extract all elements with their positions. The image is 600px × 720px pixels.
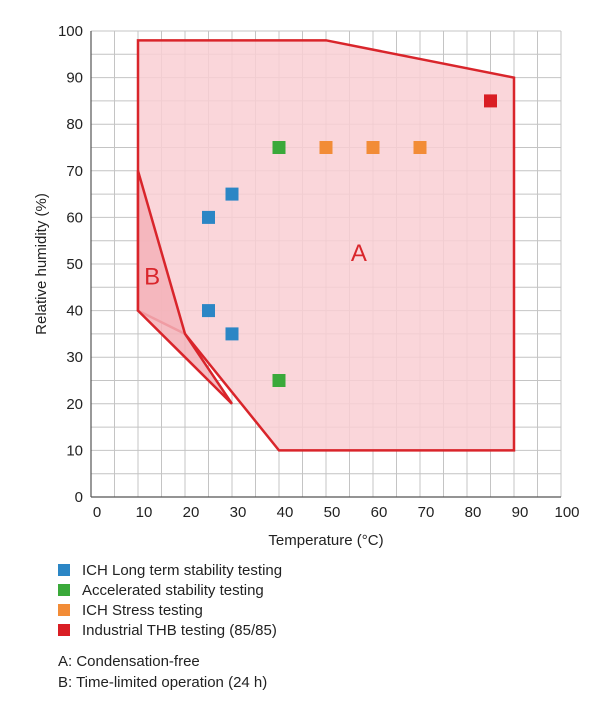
data-point xyxy=(272,141,286,154)
y-axis-title: Relative humidity (%) xyxy=(33,193,50,335)
x-tick-label: 30 xyxy=(230,504,247,521)
x-tick-label: 60 xyxy=(371,504,388,521)
x-tick-label: 100 xyxy=(554,504,579,521)
y-tick-label: 70 xyxy=(66,163,83,180)
note-region-a: A: Condensation-free xyxy=(58,653,200,670)
data-point xyxy=(484,94,497,108)
x-tick-label: 10 xyxy=(136,504,153,521)
legend-swatch-thb xyxy=(58,624,70,636)
legend-label-long-term: ICH Long term stability testing xyxy=(82,561,283,579)
y-tick-label: 50 xyxy=(66,256,83,273)
region-b xyxy=(136,170,234,405)
y-tick-label: 0 xyxy=(75,489,83,506)
x-tick-label: 20 xyxy=(183,504,200,521)
chart-svg: AB 0 10 20 30 40 50 60 70 80 90 100010203040506070… xyxy=(33,23,580,549)
x-tick-label: 40 xyxy=(277,504,294,521)
region-label-b: B xyxy=(144,263,160,290)
legend: ICH Long term stability testing Accelera… xyxy=(58,560,578,640)
data-points xyxy=(202,94,497,387)
x-tick-label: 80 xyxy=(465,504,482,521)
region-notes: A: Condensation-free B: Time-limited ope… xyxy=(58,651,578,693)
data-point xyxy=(413,141,427,154)
y-tick-label: 40 xyxy=(66,303,83,320)
x-tick-label: 70 xyxy=(418,504,435,521)
legend-item-stress: ICH Stress testing xyxy=(58,600,578,620)
data-point xyxy=(202,304,215,318)
y-tick-label: 60 xyxy=(66,209,83,226)
data-point xyxy=(272,374,286,387)
data-point xyxy=(225,187,239,201)
regions: AB xyxy=(136,39,516,452)
y-tick-label: 100 xyxy=(58,23,83,40)
y-tick-label: 30 xyxy=(66,349,83,366)
legend-label-stress: ICH Stress testing xyxy=(82,601,203,619)
note-region-b: B: Time-limited operation (24 h) xyxy=(58,674,268,691)
x-tick-label: 50 xyxy=(324,504,341,521)
y-tick-label: 80 xyxy=(66,116,83,133)
legend-label-accelerated: Accelerated stability testing xyxy=(82,581,264,599)
y-tick-label: 10 xyxy=(66,442,83,459)
data-point xyxy=(366,141,380,154)
data-point xyxy=(319,141,333,154)
region-label-a: A xyxy=(351,240,367,267)
x-axis-title: Temperature (°C) xyxy=(268,532,383,549)
legend-item-thb: Industrial THB testing (85/85) xyxy=(58,620,578,640)
legend-swatch-long-term xyxy=(58,564,70,576)
data-point xyxy=(225,327,239,341)
legend-item-long-term: ICH Long term stability testing xyxy=(58,560,578,580)
legend-label-thb: Industrial THB testing (85/85) xyxy=(82,621,277,639)
region-a xyxy=(136,39,516,452)
legend-item-accelerated: Accelerated stability testing xyxy=(58,580,578,600)
axes: 0 10 20 30 40 50 60 70 80 90 100 0 10 20 30 40 50 60 70 80 9… xyxy=(58,23,580,521)
y-tick-label: 20 xyxy=(66,396,83,413)
x-tick-label: 0 xyxy=(93,504,101,521)
y-tick-label: 90 xyxy=(66,70,83,87)
data-point xyxy=(202,210,215,224)
legend-swatch-stress xyxy=(58,604,70,616)
legend-swatch-accelerated xyxy=(58,584,70,596)
x-tick-label: 90 xyxy=(512,504,529,521)
